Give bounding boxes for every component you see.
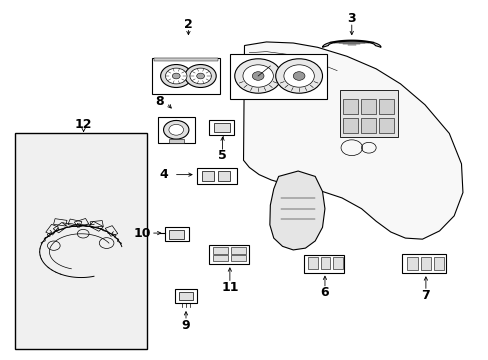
Text: 12: 12 <box>75 118 92 131</box>
Bar <box>360 99 375 114</box>
Bar <box>168 230 183 239</box>
Text: 5: 5 <box>218 149 226 162</box>
Bar <box>152 58 220 94</box>
Bar <box>164 227 189 241</box>
Bar <box>308 257 318 269</box>
Polygon shape <box>322 40 380 47</box>
Circle shape <box>275 59 322 93</box>
Circle shape <box>243 65 273 87</box>
Bar <box>213 247 227 253</box>
Bar <box>208 121 234 135</box>
Bar <box>209 244 249 264</box>
Bar <box>378 118 393 134</box>
Bar <box>342 99 357 114</box>
Bar <box>231 255 245 261</box>
Text: 1: 1 <box>237 72 246 85</box>
Text: 3: 3 <box>347 12 355 25</box>
Circle shape <box>189 68 211 84</box>
Text: 8: 8 <box>155 95 163 108</box>
Bar <box>168 139 183 143</box>
Text: 7: 7 <box>421 289 429 302</box>
Bar <box>320 257 330 269</box>
Bar <box>433 257 444 270</box>
Bar <box>175 289 196 303</box>
Bar <box>213 123 230 132</box>
Circle shape <box>196 73 204 79</box>
Bar <box>229 54 327 99</box>
Bar <box>378 99 393 114</box>
Bar <box>154 58 217 60</box>
Bar <box>218 171 230 181</box>
Circle shape <box>184 64 216 87</box>
Bar <box>213 255 227 261</box>
Text: 11: 11 <box>221 281 238 294</box>
Bar <box>420 257 430 270</box>
Text: 2: 2 <box>183 18 192 31</box>
Bar <box>360 118 375 134</box>
Bar <box>332 257 342 269</box>
Bar <box>15 134 147 348</box>
Circle shape <box>234 59 281 93</box>
Bar <box>342 118 357 134</box>
Circle shape <box>168 125 183 135</box>
Polygon shape <box>243 42 462 239</box>
Circle shape <box>284 65 314 87</box>
Text: 4: 4 <box>160 168 168 181</box>
Circle shape <box>252 72 264 80</box>
Bar <box>196 168 236 184</box>
Text: 10: 10 <box>133 226 150 239</box>
Circle shape <box>293 72 305 80</box>
Circle shape <box>172 73 180 79</box>
Polygon shape <box>269 171 325 250</box>
Circle shape <box>163 121 188 139</box>
Bar <box>158 117 194 143</box>
Bar <box>201 171 213 181</box>
Circle shape <box>165 68 186 84</box>
Text: 9: 9 <box>182 319 190 332</box>
Bar <box>304 255 344 273</box>
Text: 6: 6 <box>320 287 328 300</box>
Bar <box>179 292 192 300</box>
Bar <box>407 257 417 270</box>
Bar <box>231 247 245 253</box>
Circle shape <box>160 64 191 87</box>
Bar <box>339 90 397 137</box>
Bar <box>402 253 446 273</box>
